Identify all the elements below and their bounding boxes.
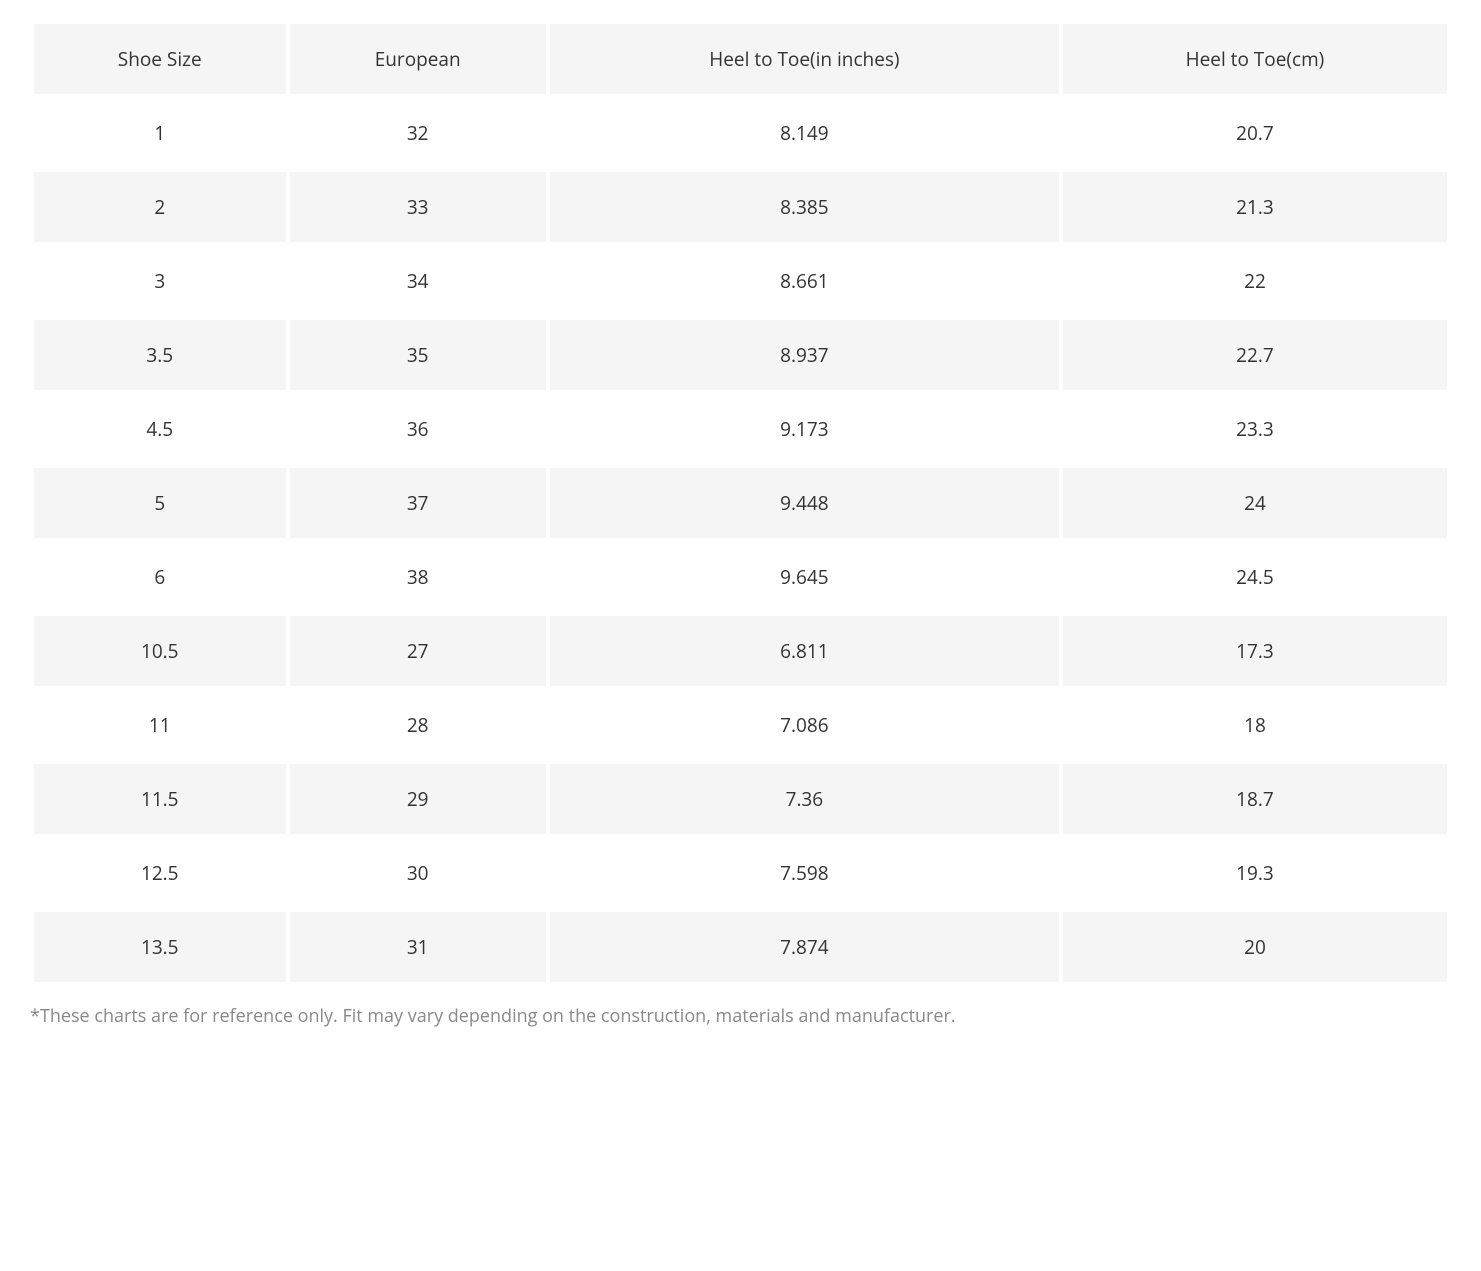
table-row: 12.5307.59819.3	[34, 838, 1447, 908]
table-cell: 33	[290, 172, 546, 242]
table-cell: 6	[34, 542, 286, 612]
size-chart-table-wrap: Shoe Size European Heel to Toe(in inches…	[30, 20, 1451, 986]
table-cell: 13.5	[34, 912, 286, 982]
table-cell: 20.7	[1063, 98, 1447, 168]
table-row: 6389.64524.5	[34, 542, 1447, 612]
table-cell: 36	[290, 394, 546, 464]
table-cell: 9.448	[550, 468, 1059, 538]
table-cell: 27	[290, 616, 546, 686]
table-cell: 18.7	[1063, 764, 1447, 834]
table-cell: 9.645	[550, 542, 1059, 612]
table-header-row: Shoe Size European Heel to Toe(in inches…	[34, 24, 1447, 94]
table-cell: 8.149	[550, 98, 1059, 168]
table-cell: 24	[1063, 468, 1447, 538]
table-row: 10.5276.81117.3	[34, 616, 1447, 686]
col-header-european: European	[290, 24, 546, 94]
table-cell: 24.5	[1063, 542, 1447, 612]
table-row: 3348.66122	[34, 246, 1447, 316]
table-cell: 22.7	[1063, 320, 1447, 390]
table-row: 5379.44824	[34, 468, 1447, 538]
table-row: 2338.38521.3	[34, 172, 1447, 242]
table-cell: 6.811	[550, 616, 1059, 686]
table-cell: 35	[290, 320, 546, 390]
table-row: 4.5369.17323.3	[34, 394, 1447, 464]
table-cell: 11	[34, 690, 286, 760]
table-cell: 7.874	[550, 912, 1059, 982]
table-cell: 17.3	[1063, 616, 1447, 686]
table-cell: 37	[290, 468, 546, 538]
table-row: 3.5358.93722.7	[34, 320, 1447, 390]
size-chart-table: Shoe Size European Heel to Toe(in inches…	[30, 20, 1451, 986]
table-cell: 19.3	[1063, 838, 1447, 908]
table-cell: 1	[34, 98, 286, 168]
table-cell: 12.5	[34, 838, 286, 908]
table-cell: 23.3	[1063, 394, 1447, 464]
table-cell: 7.598	[550, 838, 1059, 908]
table-cell: 11.5	[34, 764, 286, 834]
table-cell: 32	[290, 98, 546, 168]
table-cell: 8.937	[550, 320, 1059, 390]
table-cell: 7.36	[550, 764, 1059, 834]
footnote-text: *These charts are for reference only. Fi…	[30, 1004, 1451, 1028]
table-cell: 8.385	[550, 172, 1059, 242]
table-row: 13.5317.87420	[34, 912, 1447, 982]
table-cell: 38	[290, 542, 546, 612]
table-body: 1328.14920.72338.38521.33348.661223.5358…	[34, 98, 1447, 982]
table-cell: 30	[290, 838, 546, 908]
table-row: 11287.08618	[34, 690, 1447, 760]
table-cell: 7.086	[550, 690, 1059, 760]
table-cell: 31	[290, 912, 546, 982]
table-cell: 34	[290, 246, 546, 316]
table-cell: 8.661	[550, 246, 1059, 316]
table-row: 11.5297.3618.7	[34, 764, 1447, 834]
table-cell: 5	[34, 468, 286, 538]
table-cell: 3.5	[34, 320, 286, 390]
col-header-heel-to-toe-cm: Heel to Toe(cm)	[1063, 24, 1447, 94]
table-cell: 28	[290, 690, 546, 760]
col-header-shoe-size: Shoe Size	[34, 24, 286, 94]
table-cell: 21.3	[1063, 172, 1447, 242]
table-cell: 20	[1063, 912, 1447, 982]
table-cell: 2	[34, 172, 286, 242]
table-cell: 22	[1063, 246, 1447, 316]
table-row: 1328.14920.7	[34, 98, 1447, 168]
col-header-heel-to-toe-in: Heel to Toe(in inches)	[550, 24, 1059, 94]
table-cell: 18	[1063, 690, 1447, 760]
table-cell: 3	[34, 246, 286, 316]
table-cell: 10.5	[34, 616, 286, 686]
table-cell: 29	[290, 764, 546, 834]
table-cell: 4.5	[34, 394, 286, 464]
table-cell: 9.173	[550, 394, 1059, 464]
